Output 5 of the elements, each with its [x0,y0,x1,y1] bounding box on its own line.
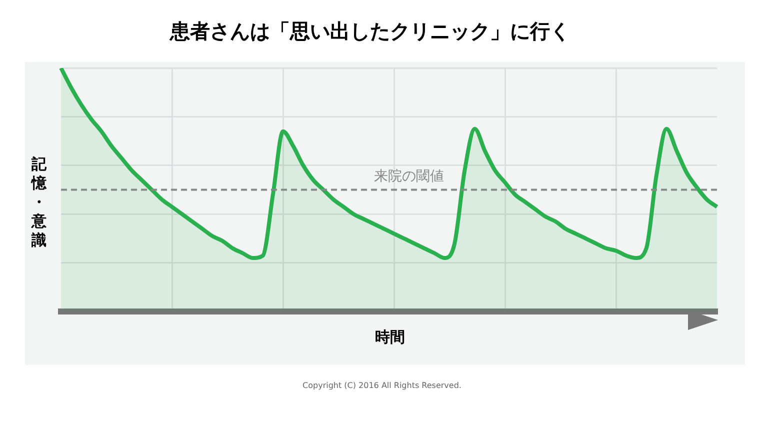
ref-line-label: 来院の閾値 [374,168,444,184]
y-axis-title: 記憶・意識 [30,155,48,250]
text: Copyright (C) 2016 All Rights Reserved. [302,381,462,390]
x-axis-title: 時間 [374,328,406,347]
chart-title: 患者さんは「思い出したクリニック」に行く [168,18,571,45]
